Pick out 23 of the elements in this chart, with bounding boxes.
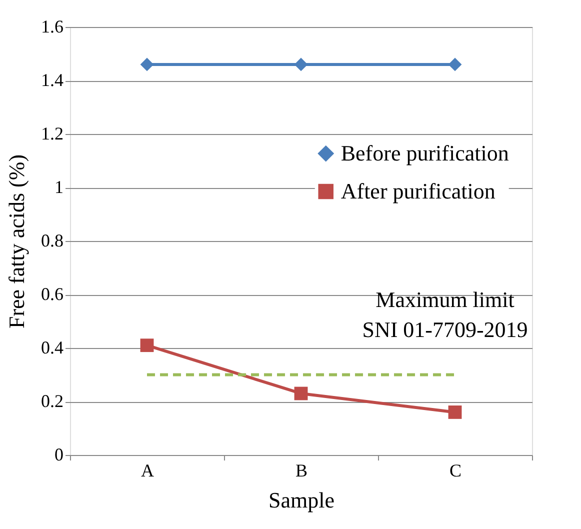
y-tick-label: 1.6 — [41, 16, 64, 36]
y-tick-label: 0.4 — [41, 338, 64, 358]
point — [140, 58, 154, 72]
point — [140, 338, 154, 352]
x-tick-label: C — [449, 460, 462, 480]
ref-line-label: Maximum limit SNI 01-7709-2019 — [362, 286, 528, 342]
point — [294, 386, 308, 400]
y-tick-label: 0.2 — [41, 391, 64, 411]
y-tick-label: 0.6 — [41, 284, 64, 304]
y-axis-title: Free fatty acids (%) — [4, 154, 29, 329]
y-tick-label: 1.2 — [41, 124, 64, 144]
y-tick-label: 0.8 — [41, 230, 64, 250]
point — [448, 405, 462, 419]
x-axis-title: Sample — [268, 488, 334, 512]
y-tick-label: 1.4 — [41, 70, 64, 90]
legend-label: Before purification — [340, 140, 509, 166]
point — [448, 58, 462, 72]
y-tick-label: 0 — [54, 444, 64, 464]
y-tick-label: 1 — [54, 177, 64, 197]
legend-label: After purification — [340, 178, 496, 204]
point — [294, 58, 308, 72]
x-tick-label: B — [295, 460, 308, 480]
x-tick-label: A — [141, 460, 154, 480]
